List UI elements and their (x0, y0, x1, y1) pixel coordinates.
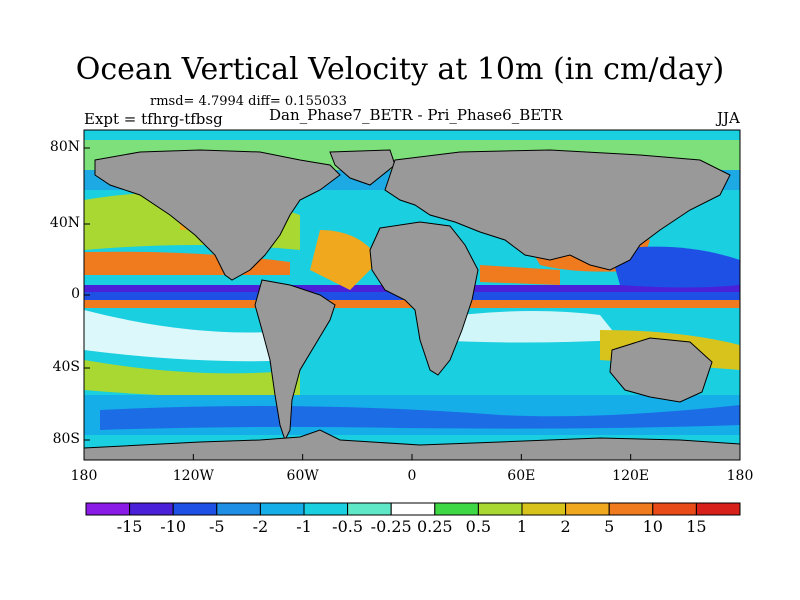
season-label: JJA (717, 109, 740, 127)
colorbar-label: 0.5 (465, 517, 492, 536)
lat-tick-label: 40N (49, 215, 80, 231)
eurasia (384, 149, 731, 271)
colorbar-swatch (565, 502, 610, 516)
colorbar-swatch (608, 502, 654, 516)
colorbar-swatch (303, 502, 349, 516)
lon-tick-label: 60E (507, 468, 536, 484)
colorbar-swatch (521, 502, 567, 516)
colorbar-swatch (390, 502, 436, 516)
colorbar-swatch (434, 502, 479, 516)
colorbar-swatch (259, 502, 305, 516)
colorbar-label: -2 (252, 517, 269, 536)
lon-tick-label: 180 (726, 468, 754, 484)
colorbar-label: 0.25 (416, 517, 453, 536)
colorbar-swatch (172, 502, 218, 516)
colorbar-label: -0.25 (370, 517, 412, 536)
africa (369, 221, 479, 376)
lat-tick-label: 80N (49, 139, 80, 155)
colorbar-swatch (129, 502, 174, 516)
lon-tick-label: 180 (70, 468, 98, 484)
land-masses (84, 149, 740, 460)
colorbar-label: -10 (160, 517, 187, 536)
antarctica (84, 429, 740, 460)
lat-tick-label: 40S (52, 359, 80, 375)
colorbar-swatch (652, 502, 697, 516)
colorbar-label: -1 (296, 517, 312, 536)
lon-tick-label: 120E (612, 468, 650, 484)
colorbar-label: 15 (686, 517, 707, 536)
colorbar (85, 502, 741, 516)
stats-label: rmsd= 4.7994 diff= 0.155033 (150, 94, 347, 109)
lon-tick-label: 120W (172, 468, 214, 484)
experiment-id-label: Expt = tfhrg-tfbsg (84, 110, 223, 128)
australia (609, 337, 713, 403)
colorbar-label: -5 (209, 517, 225, 536)
colorbar-label: -15 (116, 517, 143, 536)
greenland (329, 149, 396, 186)
colorbar-swatch (347, 502, 392, 516)
lat-tick-label: 0 (71, 286, 80, 302)
south-america (254, 279, 336, 442)
lat-tick-label: 80S (52, 431, 80, 447)
colorbar-swatch (695, 502, 741, 516)
colorbar-label: 2 (560, 517, 571, 536)
colorbar-label: -0.5 (332, 517, 364, 536)
colorbar-swatch (85, 502, 131, 516)
lon-tick-label: 60W (286, 468, 319, 484)
experiment-name-label: Dan_Phase7_BETR - Pri_Phase6_BETR (269, 106, 563, 124)
lon-tick-label: 0 (407, 468, 417, 484)
plot-title: Ocean Vertical Velocity at 10m (in cm/da… (75, 52, 725, 87)
map-plot-area (84, 130, 740, 460)
colorbar-label: 5 (604, 517, 615, 536)
colorbar-swatch (216, 502, 261, 516)
colorbar-label: 10 (642, 517, 663, 536)
colorbar-swatch (477, 502, 523, 516)
colorbar-label: 1 (516, 517, 528, 536)
north-america (94, 149, 341, 281)
axis-ticks (83, 147, 741, 460)
